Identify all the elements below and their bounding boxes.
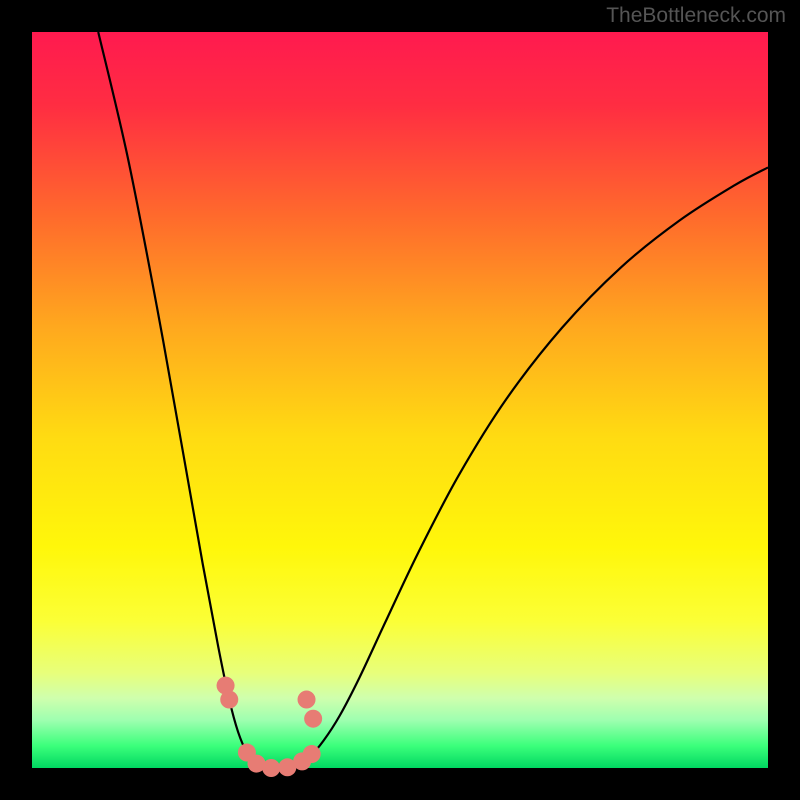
data-marker (220, 691, 238, 709)
data-marker (303, 745, 321, 763)
watermark-text: TheBottleneck.com (606, 4, 786, 28)
plot-background (32, 32, 768, 768)
chart-svg (0, 0, 800, 800)
data-marker (298, 691, 316, 709)
chart-container: { "watermark": { "text": "TheBottleneck.… (0, 0, 800, 800)
data-marker (262, 759, 280, 777)
data-marker (304, 710, 322, 728)
